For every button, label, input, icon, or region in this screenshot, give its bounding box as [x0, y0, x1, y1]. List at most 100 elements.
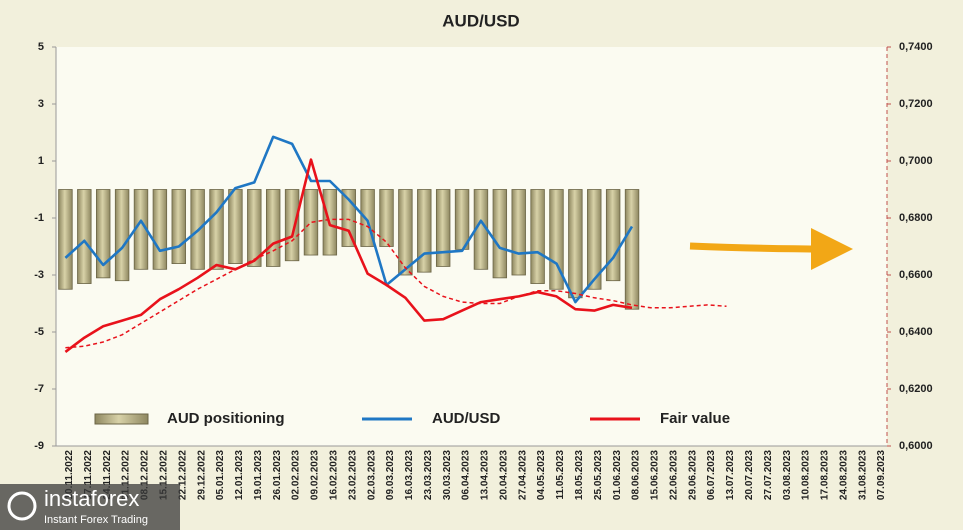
y-tick-label: 1 — [38, 155, 44, 167]
legend-swatch — [94, 413, 149, 425]
x-tick-label: 10.08.2023 — [801, 450, 812, 500]
x-tick-label: 24.11.2022 — [102, 450, 113, 500]
bar — [77, 189, 92, 284]
line — [64, 135, 634, 304]
x-tick-label: 05.01.2023 — [215, 450, 226, 500]
x-tick-label: 08.12.2022 — [140, 450, 151, 500]
x-tick-label: 06.04.2023 — [461, 450, 472, 500]
bar — [284, 189, 300, 262]
x-tick-label: 24.08.2023 — [838, 450, 849, 500]
y-tick-label: 3 — [38, 98, 44, 110]
trend-arrow — [689, 227, 853, 270]
x-tick-label: 29.12.2022 — [196, 450, 207, 500]
x-tick-label: 06.07.2023 — [706, 450, 717, 500]
x-tick-label: 01.12.2022 — [121, 450, 132, 500]
x-tick-label: 13.04.2023 — [480, 450, 491, 500]
bar — [624, 189, 640, 310]
x-tick-label: 25.05.2023 — [593, 450, 604, 500]
watermark-tagline: Instant Forex Trading — [44, 514, 148, 526]
bar — [587, 189, 602, 290]
x-tick-label: 12.01.2023 — [234, 450, 245, 500]
x-tick-label: 26.01.2023 — [272, 450, 283, 500]
trend-line — [65, 218, 727, 349]
x-tick-label: 13.07.2023 — [725, 450, 736, 500]
bar — [303, 189, 319, 256]
y-tick-label: -7 — [34, 383, 44, 395]
watermark-brand: instaforex — [44, 486, 139, 511]
y2-tick-label: 0,6400 — [899, 326, 933, 338]
x-tick-label: 19.01.2023 — [253, 450, 264, 500]
x-tick-label: 17.11.2022 — [83, 450, 94, 500]
bar — [58, 189, 73, 290]
x-tick-label: 07.09.2023 — [876, 450, 887, 500]
x-tick-label: 03.08.2023 — [782, 450, 793, 500]
x-tick-label: 17.08.2023 — [820, 450, 831, 500]
x-tick-label: 22.12.2022 — [177, 450, 188, 500]
x-tick-label: 15.06.2023 — [650, 450, 661, 500]
x-tick-label: 09.03.2023 — [385, 450, 396, 500]
y-tick-label: -3 — [34, 269, 44, 281]
y-tick-label: -9 — [34, 440, 44, 452]
y2-tick-label: 0,6800 — [899, 212, 933, 224]
chart-title: AUD/USD — [442, 11, 519, 30]
bar — [96, 189, 111, 279]
x-tick-label: 31.08.2023 — [857, 450, 868, 500]
legend-label: Fair value — [660, 410, 730, 427]
bar — [228, 189, 243, 264]
bar — [171, 189, 186, 264]
y-tick-label: 5 — [38, 41, 44, 53]
x-tick-label: 20.04.2023 — [498, 450, 509, 500]
x-tick-label: 23.02.2023 — [347, 450, 358, 500]
x-tick-label: 02.03.2023 — [366, 450, 377, 500]
bar — [530, 189, 545, 284]
bar — [454, 189, 470, 250]
legend-label: AUD positioning — [167, 410, 284, 427]
bar — [265, 189, 281, 267]
bar — [379, 189, 394, 247]
bar — [511, 189, 526, 276]
x-tick-label: 08.06.2023 — [631, 450, 642, 500]
bar — [114, 189, 130, 282]
x-tick-label: 30.03.2023 — [442, 450, 453, 500]
x-tick-label: 11.05.2023 — [555, 450, 566, 500]
line — [64, 158, 633, 353]
x-tick-label: 01.06.2023 — [612, 450, 623, 500]
watermark-bg — [0, 484, 180, 530]
x-tick-label: 27.07.2023 — [763, 450, 774, 500]
x-tick-label: 22.06.2023 — [668, 450, 679, 500]
watermark-logo — [7, 491, 37, 521]
x-tick-label: 29.06.2023 — [687, 450, 698, 500]
y2-tick-label: 0,7000 — [899, 155, 933, 167]
x-tick-label: 10.11.2022 — [64, 450, 75, 500]
x-tick-label: 18.05.2023 — [574, 450, 585, 500]
bar — [568, 189, 583, 299]
x-tick-label: 27.04.2023 — [517, 450, 528, 500]
bar — [435, 189, 451, 267]
x-tick-label: 20.07.2023 — [744, 450, 755, 500]
x-tick-label: 23.03.2023 — [423, 450, 434, 500]
y-tick-label: -5 — [34, 326, 44, 338]
y-tick-label: -1 — [34, 212, 44, 224]
watermark: instaforex Instant Forex Trading — [0, 484, 180, 530]
x-tick-label: 02.02.2023 — [291, 450, 302, 500]
legend-label: AUD/USD — [432, 410, 501, 427]
bar — [209, 189, 224, 270]
x-tick-label: 16.02.2023 — [328, 450, 339, 500]
bar — [492, 189, 508, 279]
y2-tick-label: 0,6200 — [899, 383, 933, 395]
y2-tick-label: 0,6000 — [899, 440, 933, 452]
bar — [549, 189, 564, 290]
bar — [152, 189, 168, 270]
x-tick-label: 09.02.2023 — [310, 450, 321, 500]
bar — [417, 189, 432, 273]
bar — [398, 189, 413, 276]
y2-tick-label: 0,7400 — [899, 41, 933, 53]
x-tick-label: 15.12.2022 — [159, 450, 170, 500]
x-tick-label: 04.05.2023 — [536, 450, 547, 500]
bar — [247, 189, 262, 267]
y2-tick-label: 0,7200 — [899, 98, 933, 110]
x-tick-label: 16.03.2023 — [404, 450, 415, 500]
bar — [605, 189, 621, 282]
